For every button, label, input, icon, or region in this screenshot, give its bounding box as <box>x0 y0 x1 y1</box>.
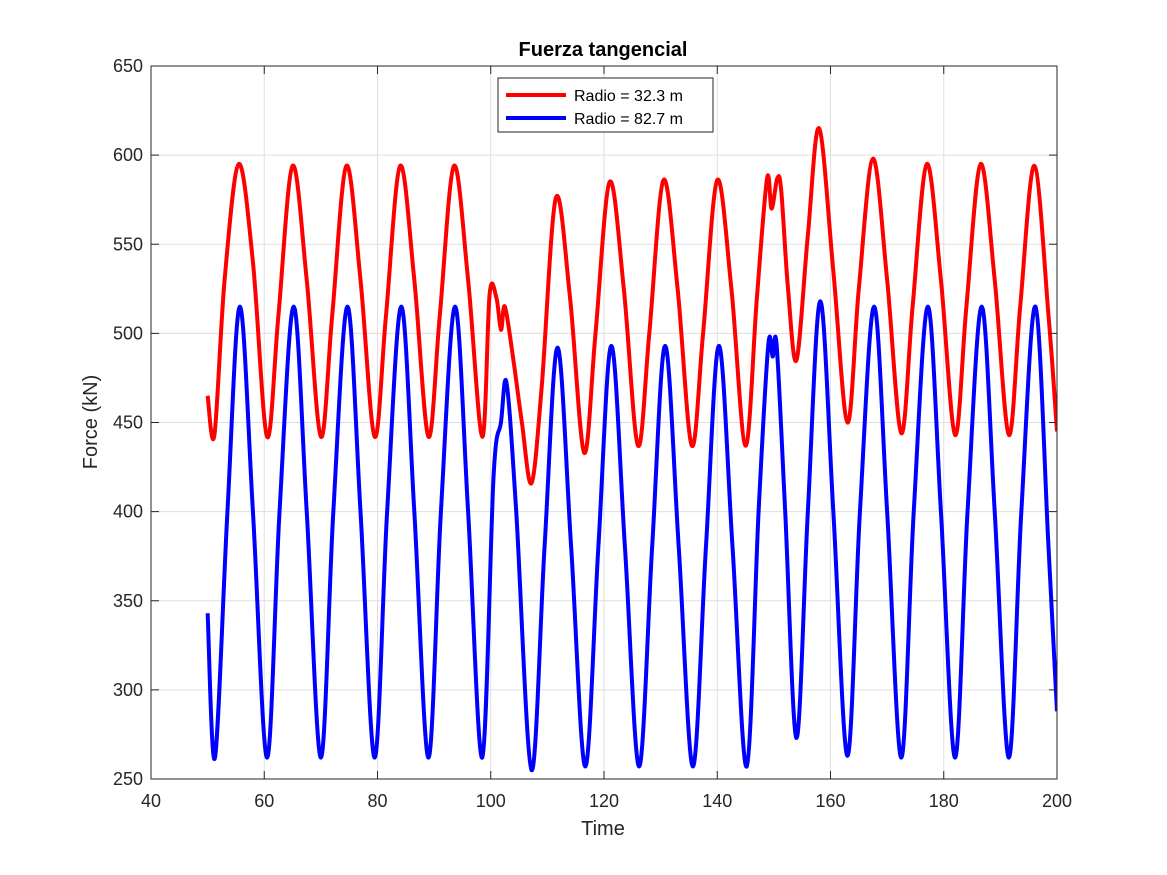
x-tick-labels: 40 60 80 100 120 140 160 180 200 <box>141 791 1072 811</box>
y-tick-label: 550 <box>113 234 143 254</box>
y-tick-label: 650 <box>113 56 143 76</box>
legend-label-radio-32: Radio = 32.3 m <box>574 88 683 105</box>
chart-title: Fuerza tangencial <box>519 39 688 61</box>
series-line-radio-82 <box>205 299 1057 773</box>
x-tick-label: 200 <box>1042 791 1072 811</box>
legend: Radio = 32.3 m Radio = 82.7 m <box>497 77 714 133</box>
x-tick-label: 40 <box>141 791 161 811</box>
x-tick-label: 80 <box>367 791 387 811</box>
x-tick-label: 180 <box>929 791 959 811</box>
y-tick-label: 450 <box>113 413 143 433</box>
y-tick-label: 500 <box>113 323 143 343</box>
x-tick-label: 100 <box>476 791 506 811</box>
x-tick-label: 140 <box>702 791 732 811</box>
x-tick-label: 120 <box>589 791 619 811</box>
y-axis-label: Force (kN) <box>80 375 102 469</box>
series-line-radio-32 <box>205 126 1057 486</box>
legend-box <box>497 77 714 133</box>
x-tick-label: 60 <box>254 791 274 811</box>
y-tick-label: 250 <box>113 769 143 789</box>
y-tick-label: 600 <box>113 145 143 165</box>
axis-ticks <box>150 65 1058 780</box>
y-tick-labels: 250 300 350 400 450 500 550 600 650 <box>113 56 143 789</box>
y-tick-label: 350 <box>113 591 143 611</box>
x-tick-label: 160 <box>815 791 845 811</box>
series-layer <box>205 126 1057 773</box>
legend-label-radio-82: Radio = 82.7 m <box>574 111 683 128</box>
y-tick-label: 300 <box>113 680 143 700</box>
x-axis-label: Time <box>581 818 625 840</box>
y-tick-label: 400 <box>113 502 143 522</box>
